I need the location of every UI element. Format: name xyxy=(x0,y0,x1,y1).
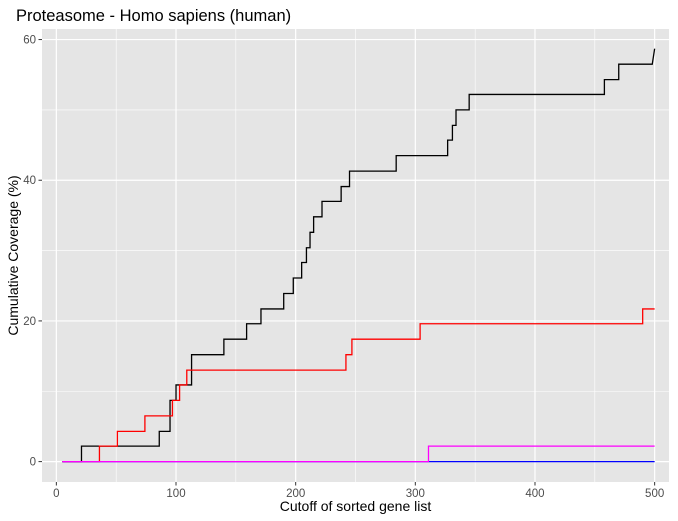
y-tick-label: 40 xyxy=(23,175,36,187)
y-tick-label: 0 xyxy=(30,457,36,469)
series-lines xyxy=(62,48,656,463)
series-line-2 xyxy=(62,308,655,463)
x-tick-label: 0 xyxy=(53,488,59,500)
x-axis-title: Cutoff of sorted gene list xyxy=(280,498,432,514)
x-tick-label: 400 xyxy=(525,488,544,500)
x-tick-label: 100 xyxy=(166,488,185,500)
tick-labels: 0 100 200 300 400 500 0 20 40 60 xyxy=(23,35,664,500)
minor-gridlines xyxy=(42,29,669,482)
chart-title: Proteasome - Homo sapiens (human) xyxy=(16,7,291,25)
axis-ticks xyxy=(38,39,656,486)
series-line-4 xyxy=(62,445,655,463)
y-tick-label: 60 xyxy=(23,35,36,47)
y-tick-label: 20 xyxy=(23,316,36,328)
x-tick-label: 500 xyxy=(645,488,664,500)
x-tick-label: 300 xyxy=(406,488,425,500)
x-tick-label: 200 xyxy=(286,488,305,500)
y-axis-title: Cumulative Coverage (%) xyxy=(5,175,21,335)
